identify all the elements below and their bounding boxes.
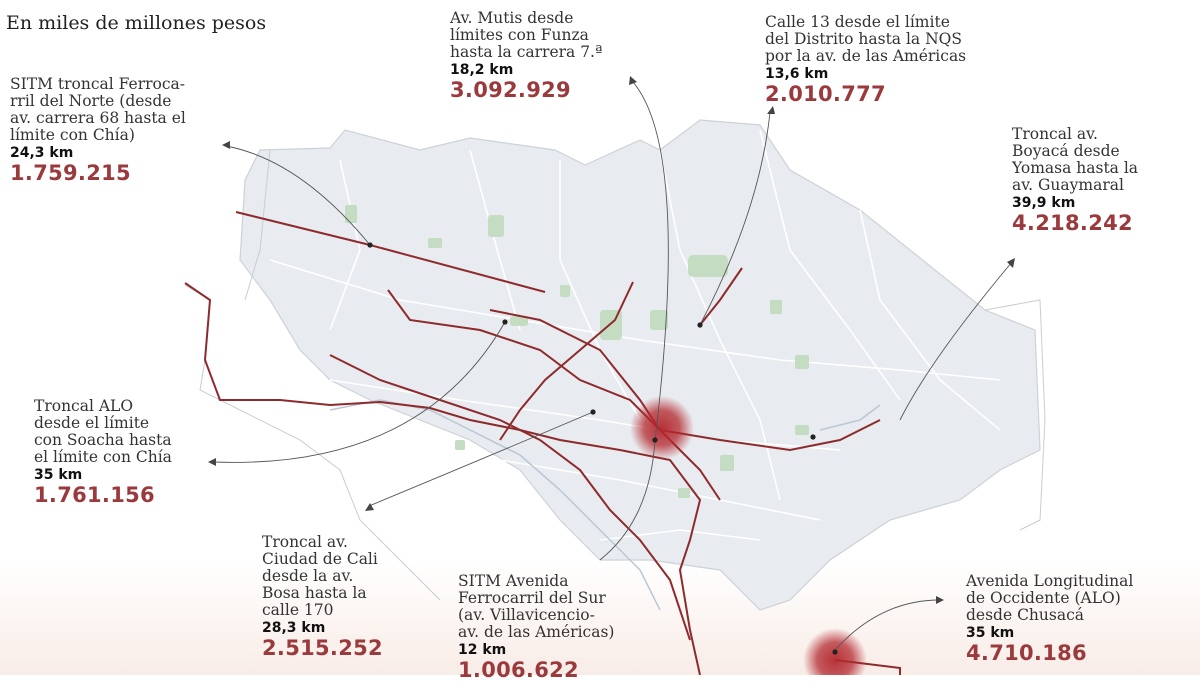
annotation-description: Avenida Longitudinal de Occidente (ALO) … [966, 572, 1134, 624]
annotation-ciudad-cali: Troncal av. Ciudad de Cali desde la av. … [262, 533, 383, 661]
annotation-length: 28,3 km [262, 620, 326, 636]
annotation-ferrocarril-sur: SITM Avenida Ferrocarril del Sur (av. Vi… [458, 573, 614, 682]
annotation-description: Troncal av. Boyacá desde Yomasa hasta la… [1012, 125, 1139, 194]
parks [345, 205, 809, 498]
annotation-length: 13,6 km [765, 66, 829, 82]
leader-dots [367, 242, 838, 655]
annotation-length: 24,3 km [10, 145, 74, 161]
annotation-boyaca: Troncal av. Boyacá desde Yomasa hasta la… [1012, 125, 1139, 236]
annotation-description: Troncal av. Ciudad de Cali desde la av. … [262, 533, 378, 619]
annotation-cost: 2.010.777 [765, 82, 886, 106]
annotation-cost: 3.092.929 [450, 78, 571, 102]
leader-lines [212, 81, 1013, 651]
annotation-cost: 1.761.156 [34, 483, 155, 507]
annotation-description: Troncal ALO desde el límite con Soacha h… [34, 397, 172, 466]
rural-boundary [984, 299, 1046, 531]
hotspot-center [630, 396, 694, 460]
annotation-alo-chusaca: Avenida Longitudinal de Occidente (ALO) … [966, 572, 1134, 666]
route-boyaca [387, 289, 721, 501]
annotation-cost: 1.759.215 [10, 161, 131, 185]
annotation-calle13: Calle 13 desde el límite del Distrito ha… [765, 13, 967, 107]
annotation-cost: 4.710.186 [966, 641, 1087, 665]
leader-arrowheads [208, 76, 1015, 604]
annotation-description: Av. Mutis desde límites con Funza hasta … [450, 9, 603, 61]
routes [184, 211, 901, 675]
district-lines [269, 129, 1001, 541]
annotation-length: 35 km [34, 467, 83, 483]
annotation-description: SITM troncal Ferroca- rril del Norte (de… [10, 75, 186, 144]
rural-boundary [244, 149, 271, 301]
annotation-description: SITM Avenida Ferrocarril del Sur (av. Vi… [458, 572, 615, 641]
route-ciudad-cali [329, 354, 691, 641]
annotation-description: Calle 13 desde el límite del Distrito ha… [765, 13, 967, 65]
annotation-ferrocarril-norte: SITM troncal Ferroca- rril del Norte (de… [10, 75, 186, 186]
annotation-length: 35 km [966, 625, 1015, 641]
route-calle13 [699, 267, 743, 326]
route-mutis [499, 281, 634, 441]
map-subtitle: En miles de millones pesos [6, 12, 267, 34]
annotation-cost: 2.515.252 [262, 636, 383, 660]
route-alo [184, 282, 702, 675]
annotation-cost: 4.218.242 [1012, 211, 1133, 235]
annotation-length: 12 km [458, 642, 507, 658]
river [819, 404, 881, 431]
annotation-cost: 1.006.622 [458, 658, 579, 682]
annotation-length: 39,9 km [1012, 195, 1076, 211]
annotation-alo: Troncal ALO desde el límite con Soacha h… [34, 397, 172, 508]
annotation-mutis: Av. Mutis desde límites con Funza hasta … [450, 9, 603, 103]
bottom-gradient [0, 560, 1200, 675]
annotation-length: 18,2 km [450, 62, 514, 78]
